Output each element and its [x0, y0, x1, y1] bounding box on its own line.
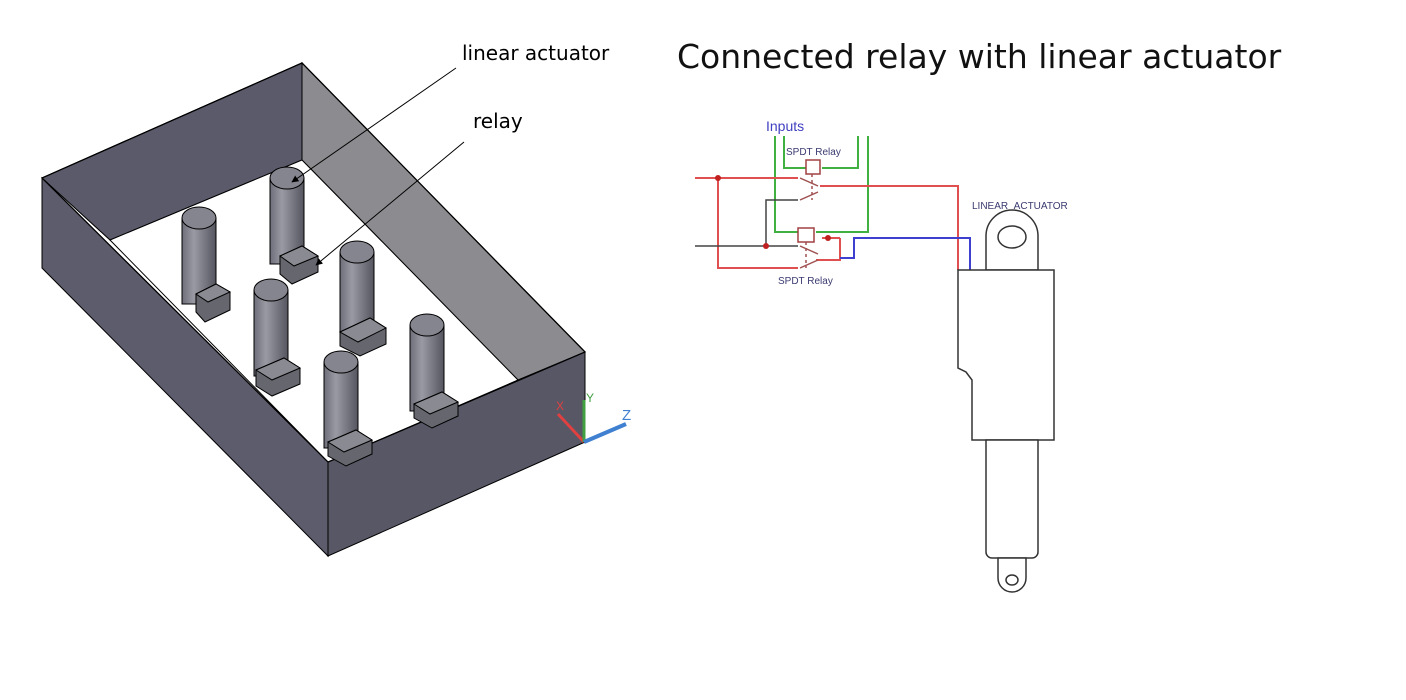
linear-actuator-label: linear actuator	[462, 41, 610, 65]
axis-y-label: Y	[586, 391, 594, 405]
page-title: Connected relay with linear actuator	[677, 37, 1282, 76]
relay-leader	[315, 141, 465, 266]
junction-dot	[763, 243, 769, 249]
component-5	[323, 350, 374, 467]
relay-bottom-label: SPDT Relay	[778, 276, 833, 287]
relay-schematic: Inputs SPDT Relay	[695, 118, 1068, 593]
inputs-label: Inputs	[766, 118, 804, 134]
linear-actuator-leader	[291, 67, 457, 183]
gray-wires	[695, 199, 798, 247]
red-wires	[695, 177, 959, 270]
relay-bottom-coil	[797, 227, 815, 243]
axis-x-label: X	[556, 399, 564, 413]
relay-contacts	[799, 174, 819, 269]
relay-top-coil	[805, 159, 821, 175]
enclosure-3d-model	[41, 61, 627, 558]
ucs-axis-icon	[556, 400, 627, 444]
component-4	[253, 278, 302, 397]
axis-z-label: Z	[622, 407, 631, 424]
linear-actuator-schematic-label: LINEAR_ACTUATOR	[972, 201, 1068, 212]
component-6	[409, 313, 460, 429]
relay-label: relay	[473, 109, 523, 133]
component-3	[338, 240, 388, 357]
junction-dot	[715, 175, 721, 181]
component-1	[181, 206, 232, 323]
junction-dot	[825, 235, 831, 241]
blue-wire	[840, 237, 971, 270]
relay-top-label: SPDT Relay	[786, 147, 841, 158]
component-2-linear-actuator	[269, 166, 320, 285]
green-input-wires	[774, 136, 869, 233]
linear-actuator-drawing	[957, 209, 1055, 593]
